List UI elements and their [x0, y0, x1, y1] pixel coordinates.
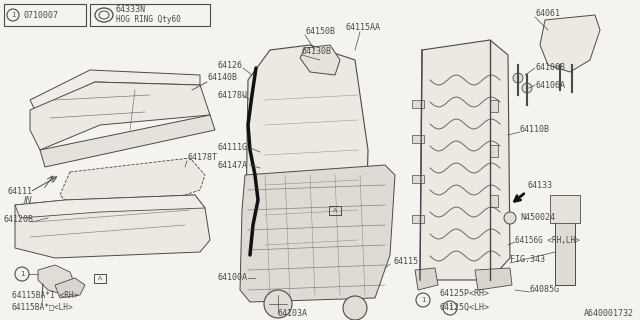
- Text: 64178U: 64178U: [218, 91, 248, 100]
- Text: 64106A: 64106A: [535, 81, 565, 90]
- Polygon shape: [38, 265, 75, 295]
- Text: A640001732: A640001732: [584, 309, 634, 318]
- Polygon shape: [415, 268, 438, 290]
- Text: 64115AA: 64115AA: [345, 23, 380, 33]
- Polygon shape: [245, 45, 368, 298]
- Polygon shape: [30, 82, 210, 150]
- Text: 64130B: 64130B: [302, 47, 332, 57]
- Text: 64156G <RH,LH>: 64156G <RH,LH>: [515, 236, 580, 244]
- Text: A: A: [98, 276, 102, 281]
- Text: 64110B: 64110B: [520, 125, 550, 134]
- Circle shape: [513, 73, 523, 83]
- Bar: [94, 274, 106, 283]
- Text: 64100A: 64100A: [218, 274, 248, 283]
- Bar: [550, 195, 580, 223]
- Bar: [412, 175, 424, 183]
- Bar: [412, 100, 424, 108]
- Polygon shape: [540, 15, 600, 72]
- Text: 64125P<RH>: 64125P<RH>: [440, 290, 490, 299]
- Circle shape: [343, 296, 367, 320]
- Polygon shape: [240, 165, 395, 302]
- Bar: [412, 215, 424, 223]
- Text: IN: IN: [24, 196, 33, 205]
- Polygon shape: [60, 158, 205, 205]
- Text: 64115: 64115: [393, 258, 418, 267]
- Text: 0710007: 0710007: [23, 11, 58, 20]
- Text: 64126: 64126: [218, 60, 243, 69]
- Text: 64115BA*□<LH>: 64115BA*□<LH>: [12, 302, 74, 311]
- Bar: [329, 205, 341, 214]
- Polygon shape: [40, 115, 215, 167]
- Text: 64111: 64111: [8, 188, 33, 196]
- Text: 64333N: 64333N: [116, 5, 146, 14]
- Text: 64133: 64133: [527, 180, 552, 189]
- Polygon shape: [30, 70, 200, 110]
- Text: 1: 1: [20, 271, 24, 277]
- Bar: [90, 4, 210, 26]
- Bar: [4, 4, 86, 26]
- Polygon shape: [420, 40, 510, 280]
- Bar: [412, 135, 424, 143]
- Text: 1: 1: [11, 12, 15, 18]
- Text: 64140B: 64140B: [208, 74, 238, 83]
- Text: 1: 1: [448, 305, 452, 311]
- Bar: [490, 195, 498, 207]
- Text: 64103A: 64103A: [278, 309, 308, 318]
- Text: 64115BA*I <RH>: 64115BA*I <RH>: [12, 291, 79, 300]
- Text: 64106B: 64106B: [535, 63, 565, 73]
- Text: 64061: 64061: [535, 10, 560, 19]
- Text: 64120B: 64120B: [4, 215, 34, 225]
- Polygon shape: [15, 195, 205, 218]
- Polygon shape: [475, 268, 512, 290]
- Text: 64111G: 64111G: [218, 143, 248, 153]
- Text: 64085G: 64085G: [530, 285, 560, 294]
- Text: HOG RING Qty60: HOG RING Qty60: [116, 15, 180, 25]
- Text: FIG.343: FIG.343: [510, 255, 545, 265]
- Bar: [490, 145, 498, 157]
- Bar: [490, 100, 498, 112]
- Text: 64178T: 64178T: [188, 154, 218, 163]
- Polygon shape: [300, 45, 340, 75]
- Text: A: A: [333, 207, 337, 212]
- Circle shape: [504, 212, 516, 224]
- Text: 64150B: 64150B: [305, 28, 335, 36]
- Circle shape: [522, 83, 532, 93]
- Polygon shape: [15, 195, 210, 258]
- Polygon shape: [55, 278, 85, 298]
- Text: 1: 1: [420, 297, 425, 303]
- Text: N450024: N450024: [520, 213, 555, 222]
- Text: 64125Q<LH>: 64125Q<LH>: [440, 302, 490, 311]
- Circle shape: [264, 290, 292, 318]
- Polygon shape: [555, 220, 575, 285]
- Text: 64147A: 64147A: [218, 161, 248, 170]
